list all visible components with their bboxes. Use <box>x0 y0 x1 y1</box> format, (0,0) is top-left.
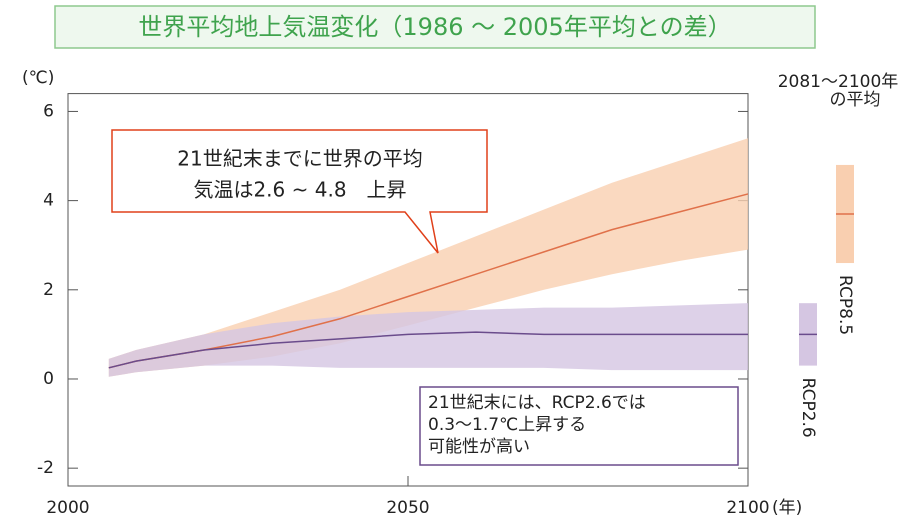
period-label: 2081～2100年 <box>778 72 899 92</box>
period-label: の平均 <box>830 90 881 110</box>
legend-label: RCP2.6 <box>798 378 818 438</box>
annotation-text: 21世紀末までに世界の平均 <box>177 147 422 171</box>
x-tick-label: 2100 <box>726 498 769 518</box>
x-tick-label: 2050 <box>386 498 429 518</box>
uncertainty-band <box>108 138 749 377</box>
uncertainty-band <box>108 303 749 377</box>
title-box <box>54 5 816 49</box>
y-tick-label: -2 <box>37 458 54 478</box>
legend-label: RCP8.5 <box>835 275 855 335</box>
y-tick-label: 0 <box>43 369 54 389</box>
mean-line <box>108 331 748 369</box>
x-axis-label: (年) <box>772 498 802 518</box>
y-tick-label: 6 <box>43 101 54 121</box>
y-axis-label: (℃) <box>22 68 54 88</box>
annotation-text: 21世紀末には、RCP2.6では <box>428 393 646 413</box>
annotation-text: 可能性が高い <box>428 437 530 457</box>
annotation-text: 0.3～1.7℃上昇する <box>428 415 586 435</box>
annotation-text: 気温は2.6 ~ 4.8 上昇 <box>193 178 406 202</box>
chart-title: 世界平均地上気温変化（1986 ～ 2005年平均との差） <box>138 13 731 41</box>
x-tick-label: 2000 <box>46 498 89 518</box>
callout-box <box>111 129 488 254</box>
y-tick-label: 2 <box>43 280 54 300</box>
y-tick-label: 4 <box>43 191 54 211</box>
note-box <box>419 386 739 466</box>
